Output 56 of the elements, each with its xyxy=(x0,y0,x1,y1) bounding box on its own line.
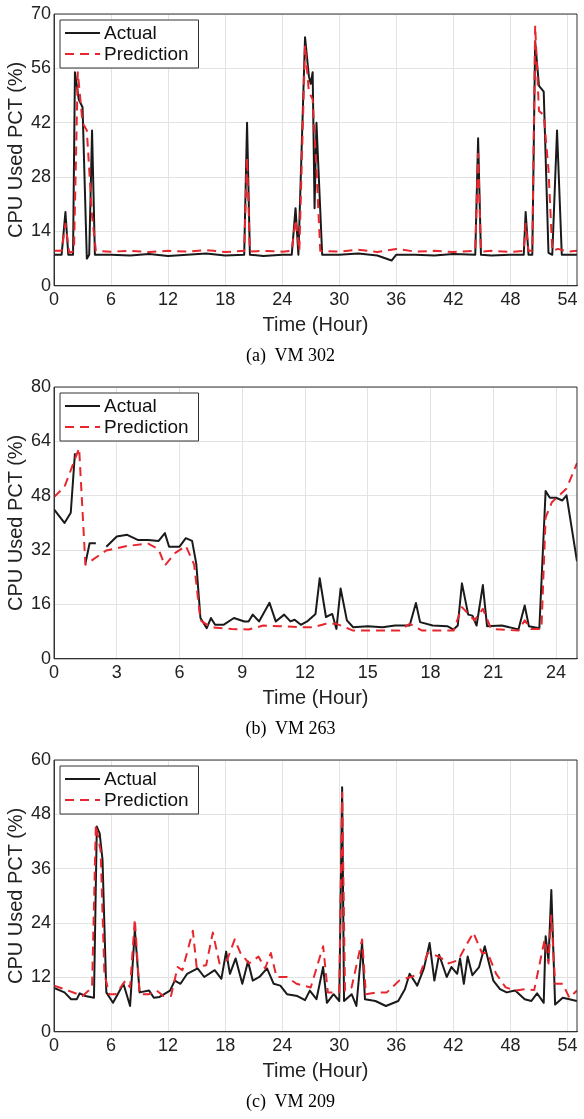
y-axis-title: CPU Used PCT (%) xyxy=(3,434,26,612)
x-tick-label: 21 xyxy=(483,661,504,682)
legend-label: Prediction xyxy=(104,43,189,65)
x-tick-label: 24 xyxy=(272,288,293,309)
x-tick-label: 24 xyxy=(272,1034,293,1055)
x-tick-label: 18 xyxy=(215,288,236,309)
legend-label: Actual xyxy=(104,22,157,44)
y-axis-title: CPU Used PCT (%) xyxy=(3,61,26,239)
y-tick-label: 16 xyxy=(30,593,52,614)
text: (b) VM 263 xyxy=(245,717,336,739)
x-axis-title: Time (Hour) xyxy=(262,1058,369,1081)
x-tick-label: 48 xyxy=(500,1034,521,1055)
x-tick-label: 9 xyxy=(237,661,248,682)
y-tick-label: 60 xyxy=(30,748,52,769)
x-tick-label: 18 xyxy=(215,1034,236,1055)
x-tick-label: 6 xyxy=(106,288,117,309)
y-tick-label: 56 xyxy=(30,57,52,78)
y-tick-label: 80 xyxy=(30,375,52,396)
x-tick-label: 6 xyxy=(174,661,185,682)
legend-label: Actual xyxy=(104,768,157,790)
x-tick-label: 42 xyxy=(443,1034,464,1055)
x-tick-label: 30 xyxy=(329,1034,350,1055)
x-tick-label: 12 xyxy=(158,1034,179,1055)
y-tick-label: 12 xyxy=(30,966,52,987)
x-tick-label: 15 xyxy=(357,661,378,682)
x-axis-title: Time (Hour) xyxy=(262,685,369,708)
y-tick-label: 48 xyxy=(30,484,52,505)
x-tick-label: 42 xyxy=(443,288,464,309)
legend-label: Prediction xyxy=(104,416,189,438)
y-tick-label: 36 xyxy=(30,857,52,878)
x-tick-label: 3 xyxy=(111,661,122,682)
y-tick-label: 64 xyxy=(30,430,52,451)
y-tick-label: 14 xyxy=(30,220,52,241)
text: (c) VM 209 xyxy=(245,1090,336,1112)
x-tick-label: 48 xyxy=(500,288,521,309)
x-tick-label: 12 xyxy=(158,288,179,309)
y-tick-label: 48 xyxy=(30,803,52,824)
y-tick-label: 70 xyxy=(30,2,52,23)
x-tick-label: 24 xyxy=(546,661,567,682)
x-tick-label: 18 xyxy=(420,661,441,682)
x-tick-label: 36 xyxy=(386,288,407,309)
y-tick-label: 24 xyxy=(30,912,52,933)
x-axis-title: Time (Hour) xyxy=(262,312,369,335)
y-axis-title: CPU Used PCT (%) xyxy=(3,807,26,985)
legend-label: Prediction xyxy=(104,789,189,811)
text: (a) VM 302 xyxy=(245,344,336,366)
y-tick-label: 42 xyxy=(30,111,52,132)
x-tick-label: 54 xyxy=(557,1034,578,1055)
x-tick-label: 6 xyxy=(106,1034,117,1055)
x-tick-label: 30 xyxy=(329,288,350,309)
y-tick-label: 32 xyxy=(30,539,52,560)
x-tick-label: 36 xyxy=(386,1034,407,1055)
y-tick-label: 28 xyxy=(30,166,52,187)
x-tick-label: 54 xyxy=(557,288,578,309)
legend-label: Actual xyxy=(104,395,157,417)
x-tick-label: 12 xyxy=(295,661,316,682)
